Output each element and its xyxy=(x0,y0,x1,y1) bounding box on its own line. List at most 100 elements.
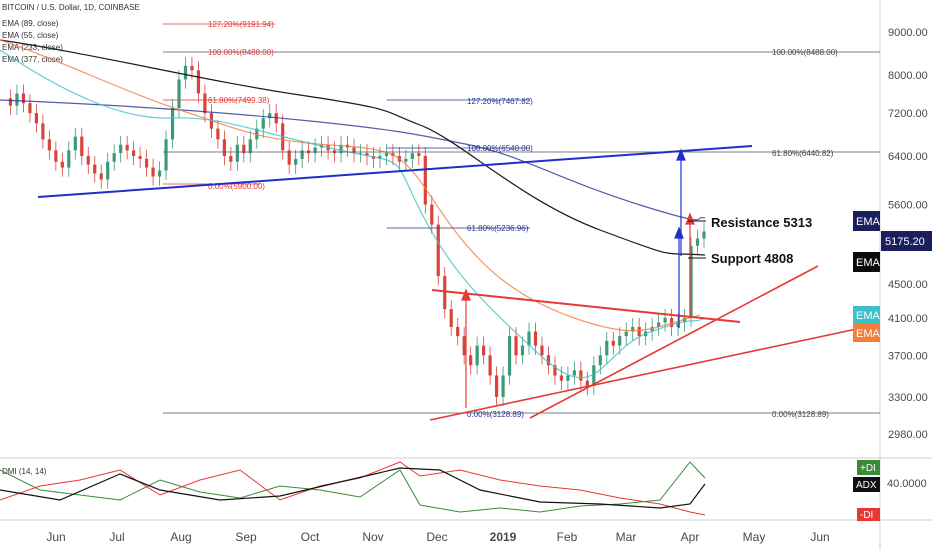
candle-body xyxy=(41,123,45,140)
candle-body xyxy=(313,147,317,154)
minus-di-line xyxy=(0,461,706,516)
candle-body xyxy=(196,70,201,94)
candle-body xyxy=(527,331,531,346)
ema-233-badge xyxy=(853,211,880,231)
blue-trendline[interactable] xyxy=(37,145,753,198)
ema-377-badge xyxy=(853,252,880,272)
time-tick-label: Nov xyxy=(362,530,383,544)
ema-89-line xyxy=(0,39,701,332)
price-tick-label: 5600.00 xyxy=(888,200,928,212)
price-tick-label: 4100.00 xyxy=(888,313,928,325)
candle-body xyxy=(268,113,272,119)
candle-body xyxy=(60,161,64,168)
candle-body xyxy=(28,103,32,114)
candle-body xyxy=(507,336,512,376)
candle-body xyxy=(657,322,661,327)
candle-body xyxy=(624,331,628,337)
candle-body xyxy=(566,375,570,381)
candle-body xyxy=(339,144,343,154)
fib-label: 127.20%(9191.94) xyxy=(208,20,274,29)
ema-55-badge xyxy=(853,306,880,324)
indicator-ema-377: EMA (377, close) xyxy=(2,55,63,64)
candle-body xyxy=(34,113,39,124)
candle-body xyxy=(93,164,97,174)
price-tick-label: 4500.00 xyxy=(888,279,928,291)
candle-body xyxy=(611,340,615,346)
triangle-lower-trendline[interactable] xyxy=(529,265,819,419)
candle-body xyxy=(132,150,136,156)
candle-body xyxy=(514,336,518,356)
candle-body xyxy=(47,139,51,151)
time-tick-label: Apr xyxy=(681,530,700,544)
candle-body xyxy=(112,153,116,162)
candle-body xyxy=(682,317,687,323)
time-tick-label: Feb xyxy=(557,530,578,544)
candle-body xyxy=(533,331,538,346)
candle-body xyxy=(144,158,149,168)
dmi-indicator-label: DMI (14, 14) xyxy=(2,467,47,476)
candle-body xyxy=(80,136,84,156)
time-axis: Jun Jul Aug Sep Oct Nov Dec 2019 Feb Mar Apr May Jun xyxy=(46,530,829,544)
adx-badge-label: ADX xyxy=(856,480,877,491)
fib-label: 0.00%(5900.00) xyxy=(208,182,265,191)
candle-body xyxy=(695,238,700,246)
candle-body xyxy=(365,153,369,156)
time-tick-label: Jun xyxy=(810,530,829,544)
candle-body xyxy=(423,155,427,205)
indicator-ema-233: EMA (233, close) xyxy=(2,43,63,52)
minus-di-badge-label: -DI xyxy=(860,510,873,521)
candle-body xyxy=(559,375,564,381)
candle-body xyxy=(598,355,602,366)
candle-body xyxy=(248,139,252,154)
price-tick-label: 3300.00 xyxy=(888,392,928,404)
candle-body xyxy=(8,98,13,106)
candle-body xyxy=(449,309,453,327)
candle-body xyxy=(553,365,557,376)
indicator-ema-89: EMA (89, close) xyxy=(2,19,59,28)
price-tick-label: 2980.00 xyxy=(888,429,928,441)
long-support-trendline[interactable] xyxy=(429,323,881,421)
ema-89-badge-label: EMA xyxy=(856,328,881,340)
candle-body xyxy=(294,158,298,165)
candle-body xyxy=(54,150,58,162)
candle-body xyxy=(669,317,674,327)
candle-body xyxy=(488,355,492,376)
price-tick-label: 9000.00 xyxy=(888,27,928,39)
candle-body xyxy=(605,340,609,356)
candle-body xyxy=(404,158,408,162)
time-tick-label: Aug xyxy=(170,530,191,544)
candle-body xyxy=(99,173,103,180)
candle-body xyxy=(15,93,19,106)
resistance-label: Resistance 5313 xyxy=(711,215,812,230)
candle-body xyxy=(183,65,188,80)
ema-233-badge-label: EMA xyxy=(856,216,881,228)
candle-body xyxy=(21,93,26,104)
current-price-label: 5175.20 xyxy=(885,236,925,248)
fib-label: 0.00%(3128.89) xyxy=(467,410,524,419)
current-price-badge xyxy=(881,231,932,251)
candle-body xyxy=(572,370,576,376)
candle-body xyxy=(417,153,421,156)
candle-body xyxy=(540,345,544,356)
plus-di-badge xyxy=(857,460,880,475)
triangle-upper-trendline[interactable] xyxy=(431,289,741,323)
price-axis: 2980.00 3300.00 3700.00 4100.00 4500.00 5600.… xyxy=(888,27,928,441)
ema-377-badge-label: EMA xyxy=(856,257,881,269)
plus-di-badge-label: +DI xyxy=(860,463,876,474)
time-tick-label: Sep xyxy=(235,530,257,544)
candle-body xyxy=(242,144,246,154)
candle-body xyxy=(631,326,635,332)
fib-label: 100.00%(8488.00) xyxy=(208,48,274,57)
fib-label: 0.00%(3128.89) xyxy=(772,410,829,419)
time-tick-label: May xyxy=(743,530,766,544)
candle-body xyxy=(170,108,175,140)
candle-body xyxy=(203,93,207,114)
time-tick-label: 2019 xyxy=(490,530,517,544)
indicator-ema-55: EMA (55, close) xyxy=(2,31,59,40)
price-tick-label: 8000.00 xyxy=(888,70,928,82)
candle-body xyxy=(157,170,162,177)
candle-body xyxy=(86,155,90,165)
minus-di-badge xyxy=(857,508,880,521)
candle-body xyxy=(106,161,110,180)
